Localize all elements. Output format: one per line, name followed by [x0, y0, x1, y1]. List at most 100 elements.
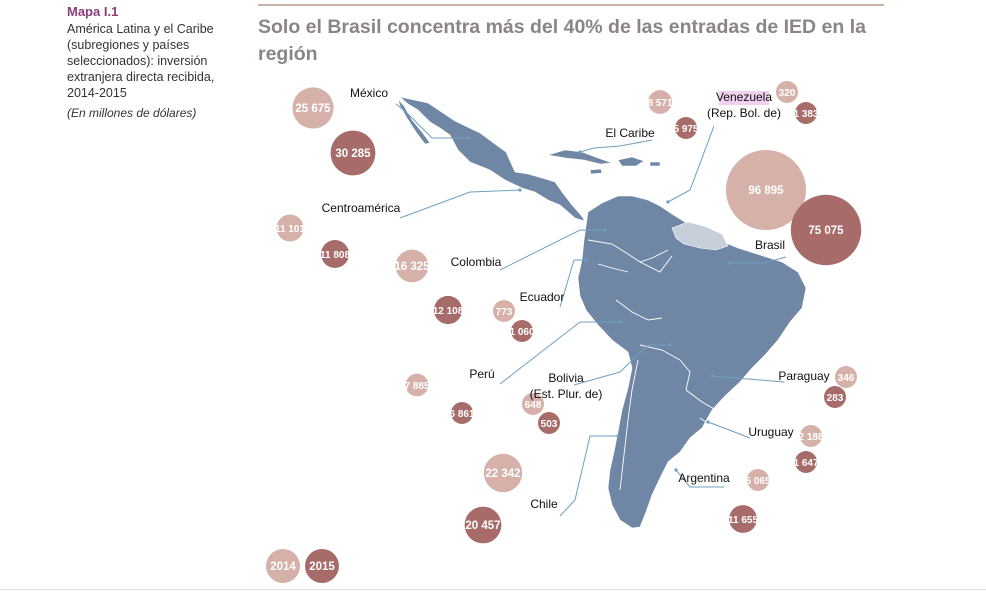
border-paraguay: [685, 389, 717, 411]
region-name-el-caribe: El Caribe: [605, 126, 655, 140]
value-label-uruguay-2014: 2 188: [798, 432, 823, 443]
mexico-central-america-shape: [398, 96, 586, 222]
leader-dot-chile: [616, 434, 620, 438]
puerto-rico-shape: [649, 161, 661, 167]
leader-dot-argentina: [674, 468, 678, 472]
region-name-mexico: México: [350, 86, 388, 100]
leader-dot-centroamerica: [518, 188, 522, 192]
bubble-venezuela-2014: [776, 81, 798, 103]
region-name-uruguay: Uruguay: [748, 425, 793, 439]
value-label-uruguay-2015: 1 647: [793, 458, 818, 469]
leader-bolivia: [573, 344, 670, 386]
value-label-venezuela-2014: 320: [779, 88, 796, 99]
value-label-paraguay-2014: 346: [838, 373, 855, 384]
value-label-centroamerica-2015: 11 808: [320, 250, 350, 261]
bubble-argentina-2015: [729, 505, 757, 533]
leader-dot-mexico: [466, 136, 470, 140]
leader-paraguay: [711, 375, 785, 383]
value-label-argentina-2015: 11 655: [728, 515, 758, 526]
leader-dot-el-caribe: [578, 150, 582, 154]
bubble-el-caribe-2015: [675, 117, 697, 139]
region-name-centroamerica: Centroamérica: [322, 201, 401, 215]
region-name-sub-venezuela: (Rep. Bol. de): [707, 106, 781, 120]
leader-centroamerica: [399, 189, 521, 219]
region-name-venezuela: Venezuela: [716, 90, 772, 104]
bubble-colombia-2015: [433, 295, 463, 325]
value-label-mexico-2014: 25 675: [295, 103, 331, 115]
figure-description: América Latina y el Caribe (subregiones …: [67, 22, 215, 100]
legend: 2014 2015: [266, 549, 339, 583]
leader-dot-uruguay: [706, 420, 710, 424]
baja-california-shape: [397, 98, 431, 145]
region-name-brasil: Brasil: [755, 238, 785, 252]
value-label-brasil-2015: 75 075: [808, 225, 844, 237]
leader-colombia: [499, 229, 605, 271]
bubble-chile-2015: [464, 506, 502, 544]
value-label-argentina-2014: 5 065: [745, 476, 770, 487]
hispaniola-shape: [617, 156, 645, 167]
leader-dot-paraguay: [710, 374, 714, 378]
leader-uruguay: [707, 421, 751, 439]
leader-dot-venezuela: [666, 200, 670, 204]
value-label-ecuador-2014: 773: [496, 307, 513, 318]
bubble-bolivia-2015: [538, 412, 560, 434]
bubble-peru-2014: [405, 373, 429, 397]
value-label-venezuela-2015: 1 383: [793, 109, 818, 120]
border-peru-brazil: [615, 299, 663, 321]
bubble-centroamerica-2014: [276, 214, 304, 242]
value-label-paraguay-2015: 283: [827, 393, 844, 404]
bubble-argentina-2014: [747, 469, 769, 491]
value-label-el-caribe-2014: 8 571: [647, 98, 672, 109]
bubble-uruguay-2015: [795, 451, 817, 473]
value-label-brasil-2014: 96 895: [748, 185, 784, 197]
bubbles: 25 675 30 285 8 571 5 975 320 1 383 11 101 11 8…: [275, 81, 862, 544]
value-label-peru-2015: 6 861: [449, 409, 474, 420]
region-name-paraguay: Paraguay: [778, 369, 829, 383]
leader-chile: [559, 435, 618, 517]
region-name-ecuador: Ecuador: [520, 290, 565, 304]
region-labels: México El Caribe Venezuela (Rep. Bol. de) Ce…: [322, 86, 830, 511]
leader-venezuela: [667, 125, 715, 203]
leader-dot-ecuador: [584, 258, 588, 262]
bubble-uruguay-2014: [800, 425, 822, 447]
top-rule: [258, 4, 884, 6]
bubble-ecuador-2015: [511, 320, 533, 342]
leader-el-caribe: [579, 139, 653, 153]
bubble-brasil-2014: [726, 150, 806, 230]
value-label-ecuador-2015: 1 060: [509, 327, 534, 338]
leader-dot-bolivia: [668, 343, 672, 347]
border-venezuela-brazil: [639, 255, 673, 273]
value-label-colombia-2015: 12 108: [433, 306, 464, 317]
bubble-el-caribe-2014: [648, 90, 672, 114]
leader-peru: [499, 321, 620, 385]
value-label-mexico-2015: 30 285: [335, 148, 371, 160]
border-ecuador: [597, 263, 629, 273]
bubble-mexico-2015: [330, 130, 376, 176]
leader-dot-brasil: [728, 261, 732, 265]
bubble-bolivia-2014: [522, 393, 544, 415]
leader-mexico: [395, 103, 468, 139]
value-label-bolivia-2014: 648: [525, 400, 542, 411]
border-colombia-venezuela: [587, 239, 669, 263]
bubble-paraguay-2014: [835, 366, 857, 388]
legend-swatch-2014: [266, 549, 300, 583]
bubble-chile-2014: [483, 453, 523, 493]
leader-dot-peru: [618, 320, 622, 324]
value-label-centroamerica-2014: 11 101: [275, 224, 305, 235]
figure-label: Mapa I.1: [67, 4, 119, 19]
leader-dot-colombia: [603, 228, 607, 232]
bubble-colombia-2014: [395, 249, 429, 283]
bubble-ecuador-2014: [493, 300, 515, 322]
value-label-chile-2014: 22 342: [485, 468, 520, 480]
bubble-brasil-2015: [790, 194, 862, 266]
leader-argentina: [675, 469, 724, 488]
border-chile-argentina: [619, 359, 639, 491]
cuba-shape: [547, 149, 613, 165]
bubble-peru-2015: [451, 402, 473, 424]
bottom-rule: [0, 589, 986, 590]
region-name-colombia: Colombia: [451, 255, 502, 269]
venezuela-highlight: [719, 91, 769, 105]
border-bolivia: [639, 344, 691, 391]
